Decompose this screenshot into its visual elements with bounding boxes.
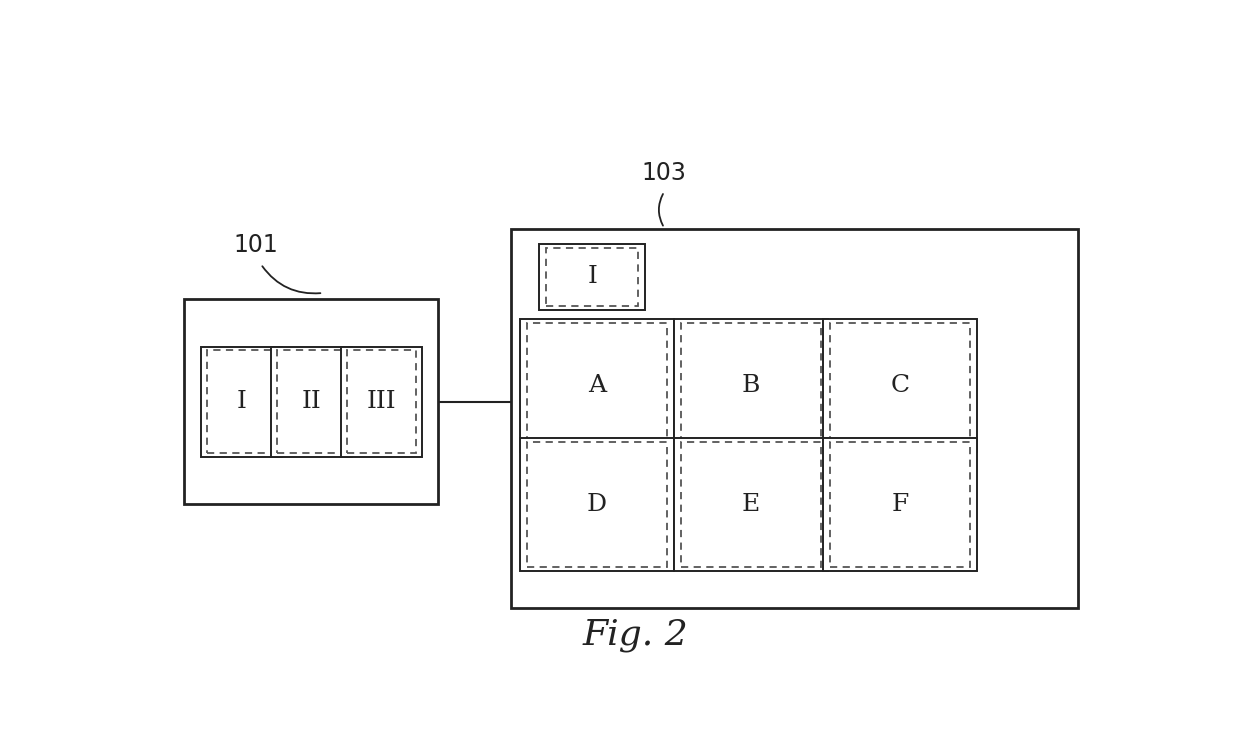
Bar xyxy=(277,350,346,453)
Bar xyxy=(681,441,821,567)
Bar xyxy=(511,229,1078,608)
Bar xyxy=(207,350,277,453)
Text: I: I xyxy=(237,390,247,414)
Text: F: F xyxy=(892,493,909,516)
Text: I: I xyxy=(588,265,598,289)
Bar xyxy=(830,441,970,567)
Bar xyxy=(681,323,821,448)
Bar xyxy=(272,347,352,456)
Text: 103: 103 xyxy=(642,161,687,185)
Text: Fig. 2: Fig. 2 xyxy=(583,618,688,652)
Bar xyxy=(527,441,667,567)
Text: E: E xyxy=(742,493,760,516)
Text: 101: 101 xyxy=(233,233,278,257)
Text: A: A xyxy=(588,374,606,397)
Text: II: II xyxy=(301,390,321,414)
Text: C: C xyxy=(890,374,909,397)
Bar xyxy=(539,244,645,311)
Bar xyxy=(830,323,970,448)
Bar xyxy=(546,247,639,306)
Text: B: B xyxy=(742,374,760,397)
Text: III: III xyxy=(367,390,397,414)
Bar xyxy=(675,319,828,452)
Bar xyxy=(823,438,977,571)
Bar xyxy=(823,319,977,452)
Text: D: D xyxy=(587,493,608,516)
Bar xyxy=(347,350,417,453)
Bar xyxy=(521,438,675,571)
Bar xyxy=(521,319,675,452)
Bar xyxy=(527,323,667,448)
Bar xyxy=(184,299,439,505)
Bar xyxy=(675,438,828,571)
Bar xyxy=(341,347,422,456)
Bar xyxy=(201,347,281,456)
